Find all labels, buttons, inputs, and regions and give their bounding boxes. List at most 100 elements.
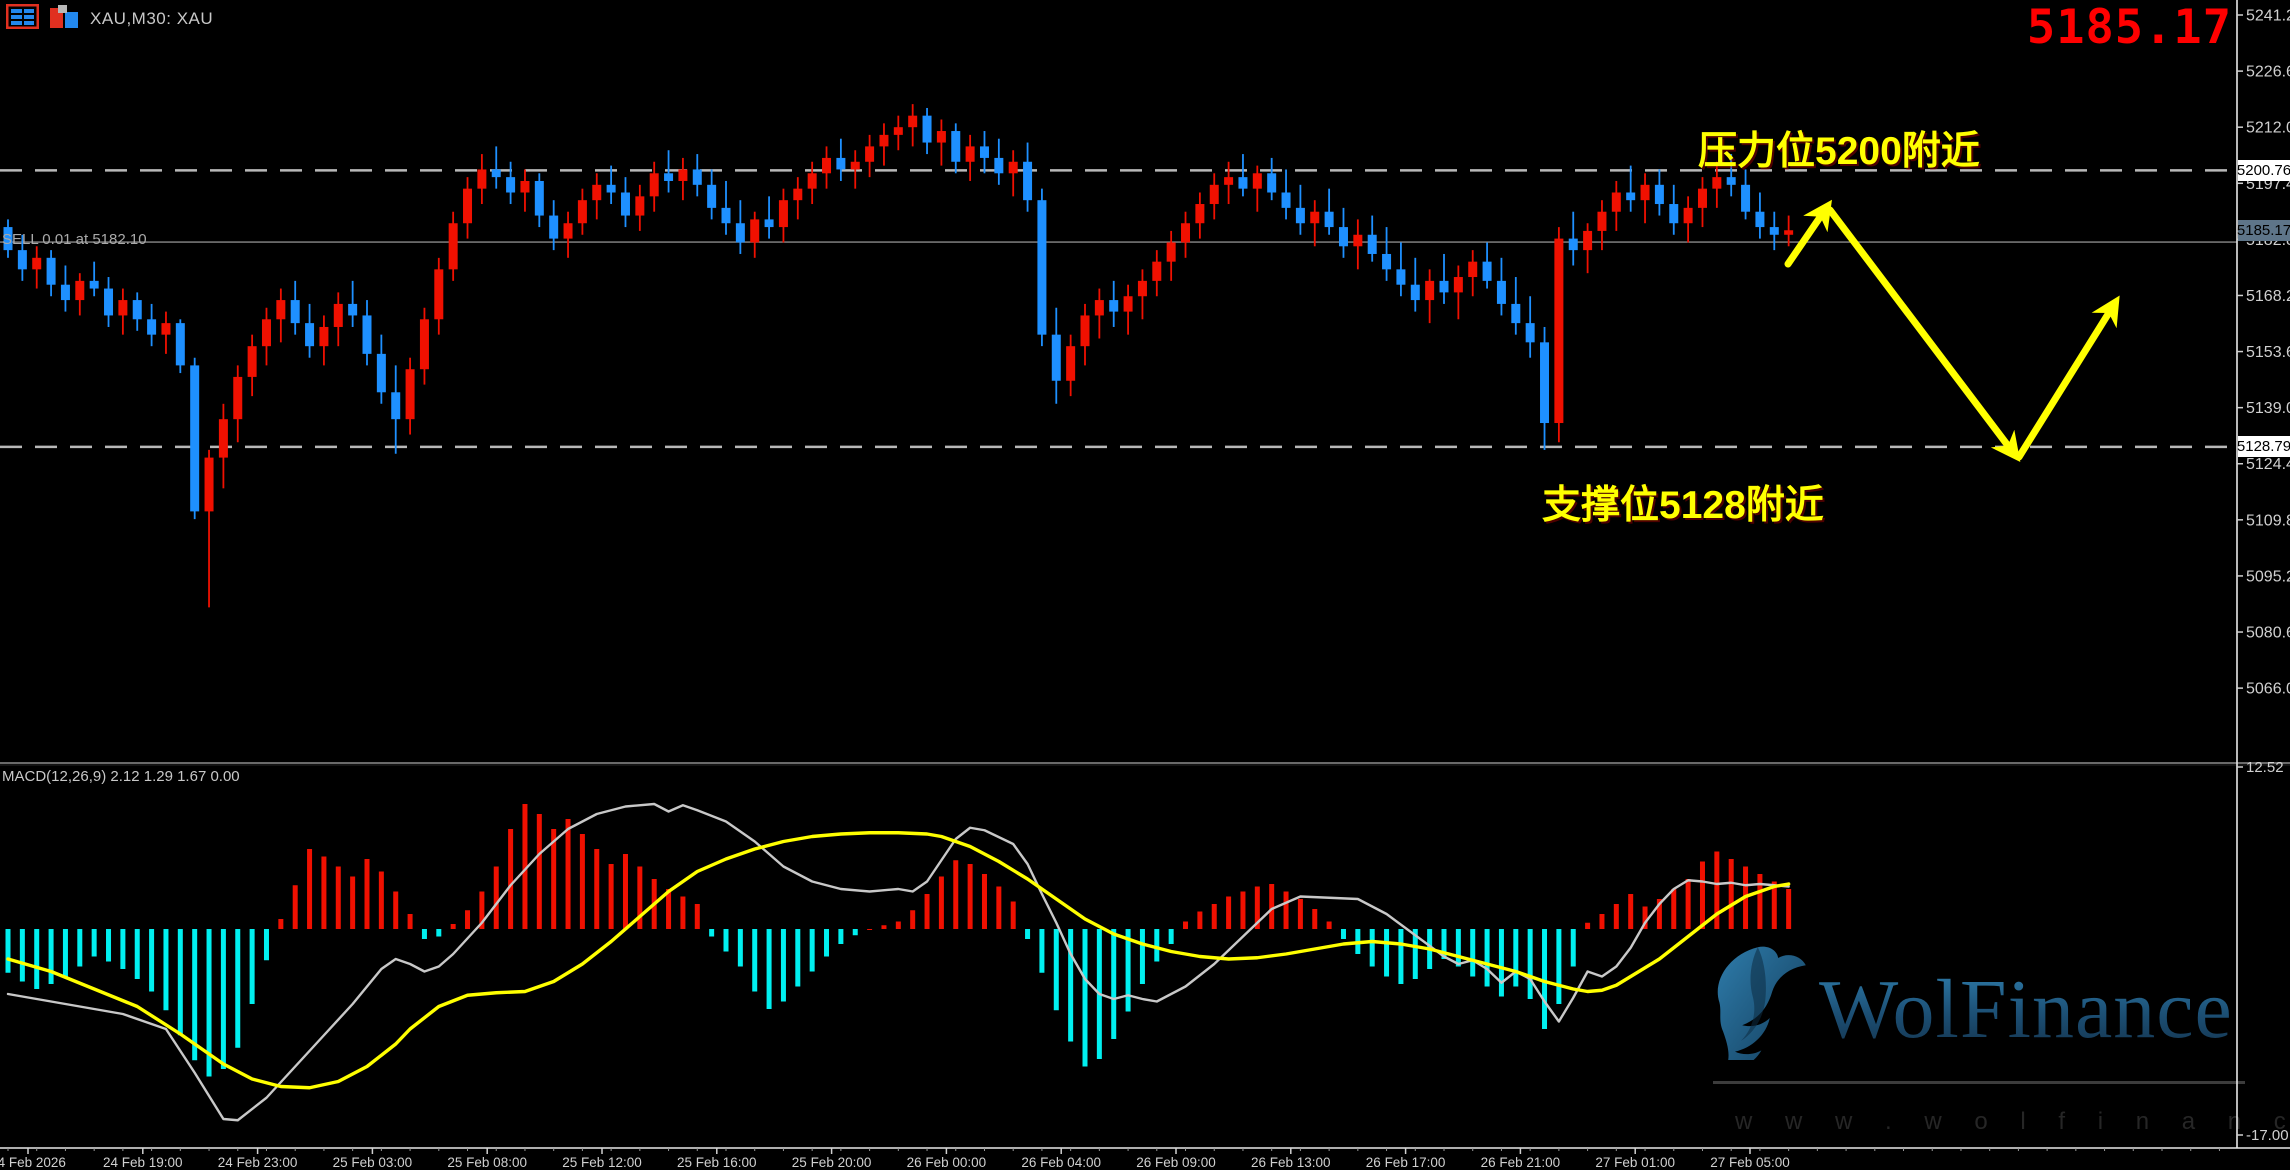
candle-body xyxy=(161,323,171,335)
candle-body xyxy=(1496,280,1506,304)
candle-body xyxy=(333,303,343,327)
candle-body xyxy=(1338,227,1348,247)
macd-histogram-bar xyxy=(551,829,557,929)
resistance-price-badge: 5200.76 xyxy=(2236,159,2290,181)
macd-histogram-bar xyxy=(694,904,700,929)
candle-body xyxy=(477,169,487,189)
macd-histogram-bar xyxy=(1498,929,1504,997)
candle-body xyxy=(3,227,13,251)
price-tick-label: 5212.00 xyxy=(2246,120,2290,137)
time-tick-label: 25 Feb 03:00 xyxy=(333,1155,413,1170)
macd-histogram-bar xyxy=(163,929,169,1011)
time-tick-label: 26 Feb 17:00 xyxy=(1366,1155,1446,1170)
candle-body xyxy=(419,319,429,370)
macd-indicator-label: MACD(12,26,9) 2.12 1.29 1.67 0.00 xyxy=(2,768,240,785)
candle-body xyxy=(979,146,989,158)
macd-histogram-bar xyxy=(666,889,672,929)
candle-body xyxy=(1166,242,1176,262)
candle-body xyxy=(46,257,56,285)
candle-body xyxy=(1396,269,1406,285)
macd-histogram-bar xyxy=(421,929,427,939)
candle-body xyxy=(836,157,846,170)
candle-body xyxy=(1209,184,1219,205)
candle-body xyxy=(1367,234,1377,254)
candle-body xyxy=(822,157,832,174)
candle-body xyxy=(1152,261,1162,281)
macd-histogram-bar xyxy=(1025,929,1031,939)
macd-histogram-bar xyxy=(910,910,916,929)
candle-body xyxy=(563,223,573,239)
macd-histogram-bar xyxy=(838,929,844,944)
support-price-badge: 5128.79 xyxy=(2236,436,2290,458)
candle-body xyxy=(951,131,961,162)
price-tick-label: 5168.20 xyxy=(2246,288,2290,305)
candle-body xyxy=(1597,211,1607,231)
brand-name: WolFinance xyxy=(1819,963,2233,1056)
macd-histogram-bar xyxy=(220,929,226,1069)
macd-histogram-bar xyxy=(522,804,528,929)
macd-histogram-bar xyxy=(1197,911,1203,929)
candle-body xyxy=(1224,177,1234,185)
macd-scale-top-label: 12.52 xyxy=(2246,759,2284,776)
candle-body xyxy=(908,115,918,128)
macd-histogram-bar xyxy=(292,885,298,929)
macd-histogram-bar xyxy=(364,859,370,929)
macd-histogram-bar xyxy=(1599,914,1605,929)
candle-body xyxy=(1023,161,1033,201)
macd-histogram-bar xyxy=(1053,929,1059,1011)
macd-histogram-bar xyxy=(307,849,313,929)
brand-url: w w w . w o l f i n a n c e . c o m xyxy=(1735,1108,2290,1135)
candle-body xyxy=(1410,284,1420,301)
macd-histogram-bar xyxy=(1398,929,1404,984)
macd-histogram-bar xyxy=(1542,929,1548,1029)
candle-body xyxy=(1439,280,1449,293)
candle-body xyxy=(1195,204,1205,224)
chart-window-icon[interactable] xyxy=(49,4,80,34)
candle-body xyxy=(1712,177,1722,189)
candle-body xyxy=(735,223,745,243)
candle-body xyxy=(750,219,760,243)
candle-body xyxy=(32,257,42,270)
macd-histogram-bar xyxy=(192,929,198,1061)
macd-histogram-bar xyxy=(479,891,485,929)
time-tick-label: 27 Feb 01:00 xyxy=(1595,1155,1675,1170)
symbol-timeframe-label: XAU,M30: XAU xyxy=(90,9,214,28)
time-tick-label: 25 Feb 08:00 xyxy=(447,1155,527,1170)
macd-histogram-bar xyxy=(709,929,715,937)
macd-histogram-bar xyxy=(1585,922,1591,929)
candle-body xyxy=(764,219,774,228)
candle-body xyxy=(592,184,602,201)
macd-histogram-bar xyxy=(1226,896,1232,929)
candle-body xyxy=(1784,230,1794,235)
candle-body xyxy=(1181,223,1191,243)
macd-histogram-bar xyxy=(1671,889,1677,929)
candle-body xyxy=(520,180,530,193)
macd-histogram-bar xyxy=(795,929,801,987)
macd-histogram-bar xyxy=(1010,901,1016,929)
macd-histogram-bar xyxy=(1728,859,1734,929)
candle-body xyxy=(319,326,329,347)
macd-histogram-bar xyxy=(852,929,858,936)
macd-histogram-bar xyxy=(1513,929,1519,987)
candle-body xyxy=(936,131,946,143)
macd-histogram-bar xyxy=(91,929,97,957)
candle-body xyxy=(577,200,587,224)
macd-histogram-bar xyxy=(120,929,126,969)
candle-body xyxy=(994,157,1004,174)
candle-body xyxy=(218,419,228,458)
candle-body xyxy=(89,280,99,289)
candle-body xyxy=(1626,192,1636,201)
chart-list-icon[interactable] xyxy=(5,3,40,34)
candle-body xyxy=(1037,200,1047,335)
macd-histogram-bar xyxy=(1642,906,1648,929)
candle-body xyxy=(879,134,889,147)
macd-histogram-bar xyxy=(981,874,987,929)
macd-histogram-bar xyxy=(335,866,341,929)
candle-body xyxy=(175,323,185,366)
candle-body xyxy=(893,127,903,135)
macd-histogram-bar xyxy=(1470,929,1476,977)
projection-arrow xyxy=(2015,295,2120,461)
candle-body xyxy=(606,184,616,193)
time-tick-label: 25 Feb 16:00 xyxy=(677,1155,757,1170)
